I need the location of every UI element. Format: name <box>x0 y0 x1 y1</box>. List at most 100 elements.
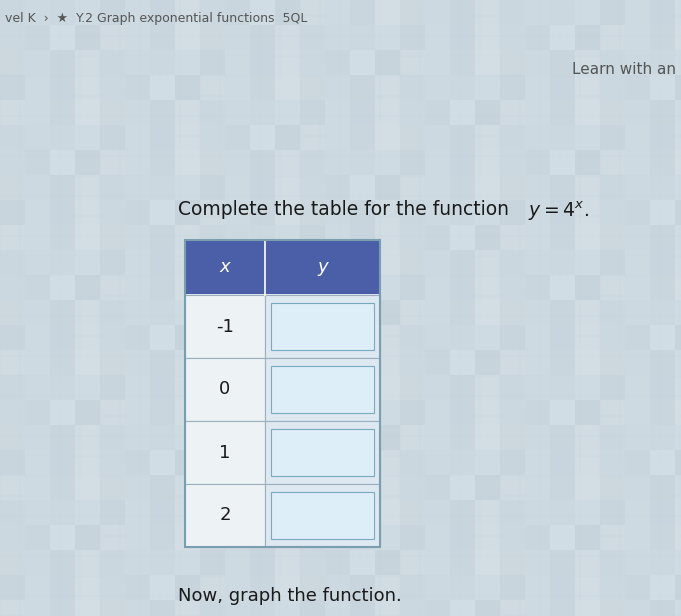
Bar <box>500 600 525 616</box>
Bar <box>225 400 250 425</box>
Bar <box>50 475 75 500</box>
Bar <box>625 375 650 400</box>
Bar <box>425 375 450 400</box>
Bar <box>250 475 275 500</box>
Bar <box>225 350 250 375</box>
Bar <box>100 425 125 450</box>
Bar <box>525 0 550 25</box>
Bar <box>200 200 225 225</box>
Bar <box>200 550 225 575</box>
Bar <box>425 450 450 475</box>
Bar <box>200 500 225 525</box>
Bar <box>425 150 450 175</box>
Bar <box>175 500 200 525</box>
Bar <box>475 600 500 616</box>
Bar <box>271 429 374 476</box>
Bar <box>0 450 25 475</box>
Bar <box>25 375 50 400</box>
Bar <box>25 25 50 50</box>
Bar <box>100 325 125 350</box>
Bar <box>300 100 325 125</box>
Bar <box>600 0 625 25</box>
Bar <box>350 75 375 100</box>
Bar <box>200 525 225 550</box>
Text: y: y <box>317 259 328 277</box>
Bar <box>400 525 425 550</box>
Bar <box>325 75 350 100</box>
Bar <box>250 575 275 600</box>
Bar <box>300 175 325 200</box>
Bar <box>575 550 600 575</box>
Bar <box>125 575 150 600</box>
Bar <box>650 525 675 550</box>
Bar <box>100 200 125 225</box>
Bar <box>350 550 375 575</box>
Bar <box>271 492 374 539</box>
Bar <box>500 250 525 275</box>
Bar <box>300 325 325 350</box>
Bar <box>75 25 100 50</box>
Bar <box>125 275 150 300</box>
Bar <box>0 25 25 50</box>
Bar <box>75 475 100 500</box>
Bar <box>275 225 300 250</box>
Bar <box>625 525 650 550</box>
Bar <box>100 400 125 425</box>
Bar <box>600 425 625 450</box>
Bar <box>575 100 600 125</box>
Bar <box>500 350 525 375</box>
Bar <box>425 275 450 300</box>
Bar <box>400 375 425 400</box>
Bar <box>275 425 300 450</box>
Bar <box>0 200 25 225</box>
Bar <box>150 275 175 300</box>
Bar <box>125 150 150 175</box>
Bar <box>650 175 675 200</box>
Bar <box>675 325 681 350</box>
Bar <box>100 600 125 616</box>
Bar <box>25 300 50 325</box>
Bar <box>25 600 50 616</box>
Bar <box>400 175 425 200</box>
Bar <box>325 475 350 500</box>
Bar <box>100 275 125 300</box>
Bar <box>25 500 50 525</box>
Bar <box>550 300 575 325</box>
Bar <box>475 200 500 225</box>
Bar <box>475 425 500 450</box>
Bar <box>425 425 450 450</box>
Bar <box>625 250 650 275</box>
Bar <box>500 375 525 400</box>
Bar <box>450 600 475 616</box>
Bar <box>275 75 300 100</box>
Bar <box>400 550 425 575</box>
Bar <box>625 475 650 500</box>
Bar <box>550 225 575 250</box>
Bar <box>250 550 275 575</box>
Bar <box>425 250 450 275</box>
Bar <box>150 425 175 450</box>
Bar <box>325 250 350 275</box>
Bar <box>675 400 681 425</box>
Bar <box>275 25 300 50</box>
Bar <box>225 175 250 200</box>
Text: -1: -1 <box>216 317 234 336</box>
Bar <box>200 0 225 25</box>
Bar <box>600 225 625 250</box>
Bar <box>550 250 575 275</box>
Bar <box>250 400 275 425</box>
Bar <box>250 50 275 75</box>
Bar <box>125 0 150 25</box>
Bar <box>50 150 75 175</box>
Bar <box>650 225 675 250</box>
Bar <box>75 300 100 325</box>
Bar <box>400 100 425 125</box>
Bar <box>100 125 125 150</box>
Bar <box>150 375 175 400</box>
Text: vel K  ›  ★  Y.2 Graph exponential functions  5QL: vel K › ★ Y.2 Graph exponential function… <box>5 12 307 25</box>
Bar <box>25 225 50 250</box>
Bar <box>350 575 375 600</box>
Bar <box>200 100 225 125</box>
Bar <box>200 600 225 616</box>
Bar <box>525 475 550 500</box>
